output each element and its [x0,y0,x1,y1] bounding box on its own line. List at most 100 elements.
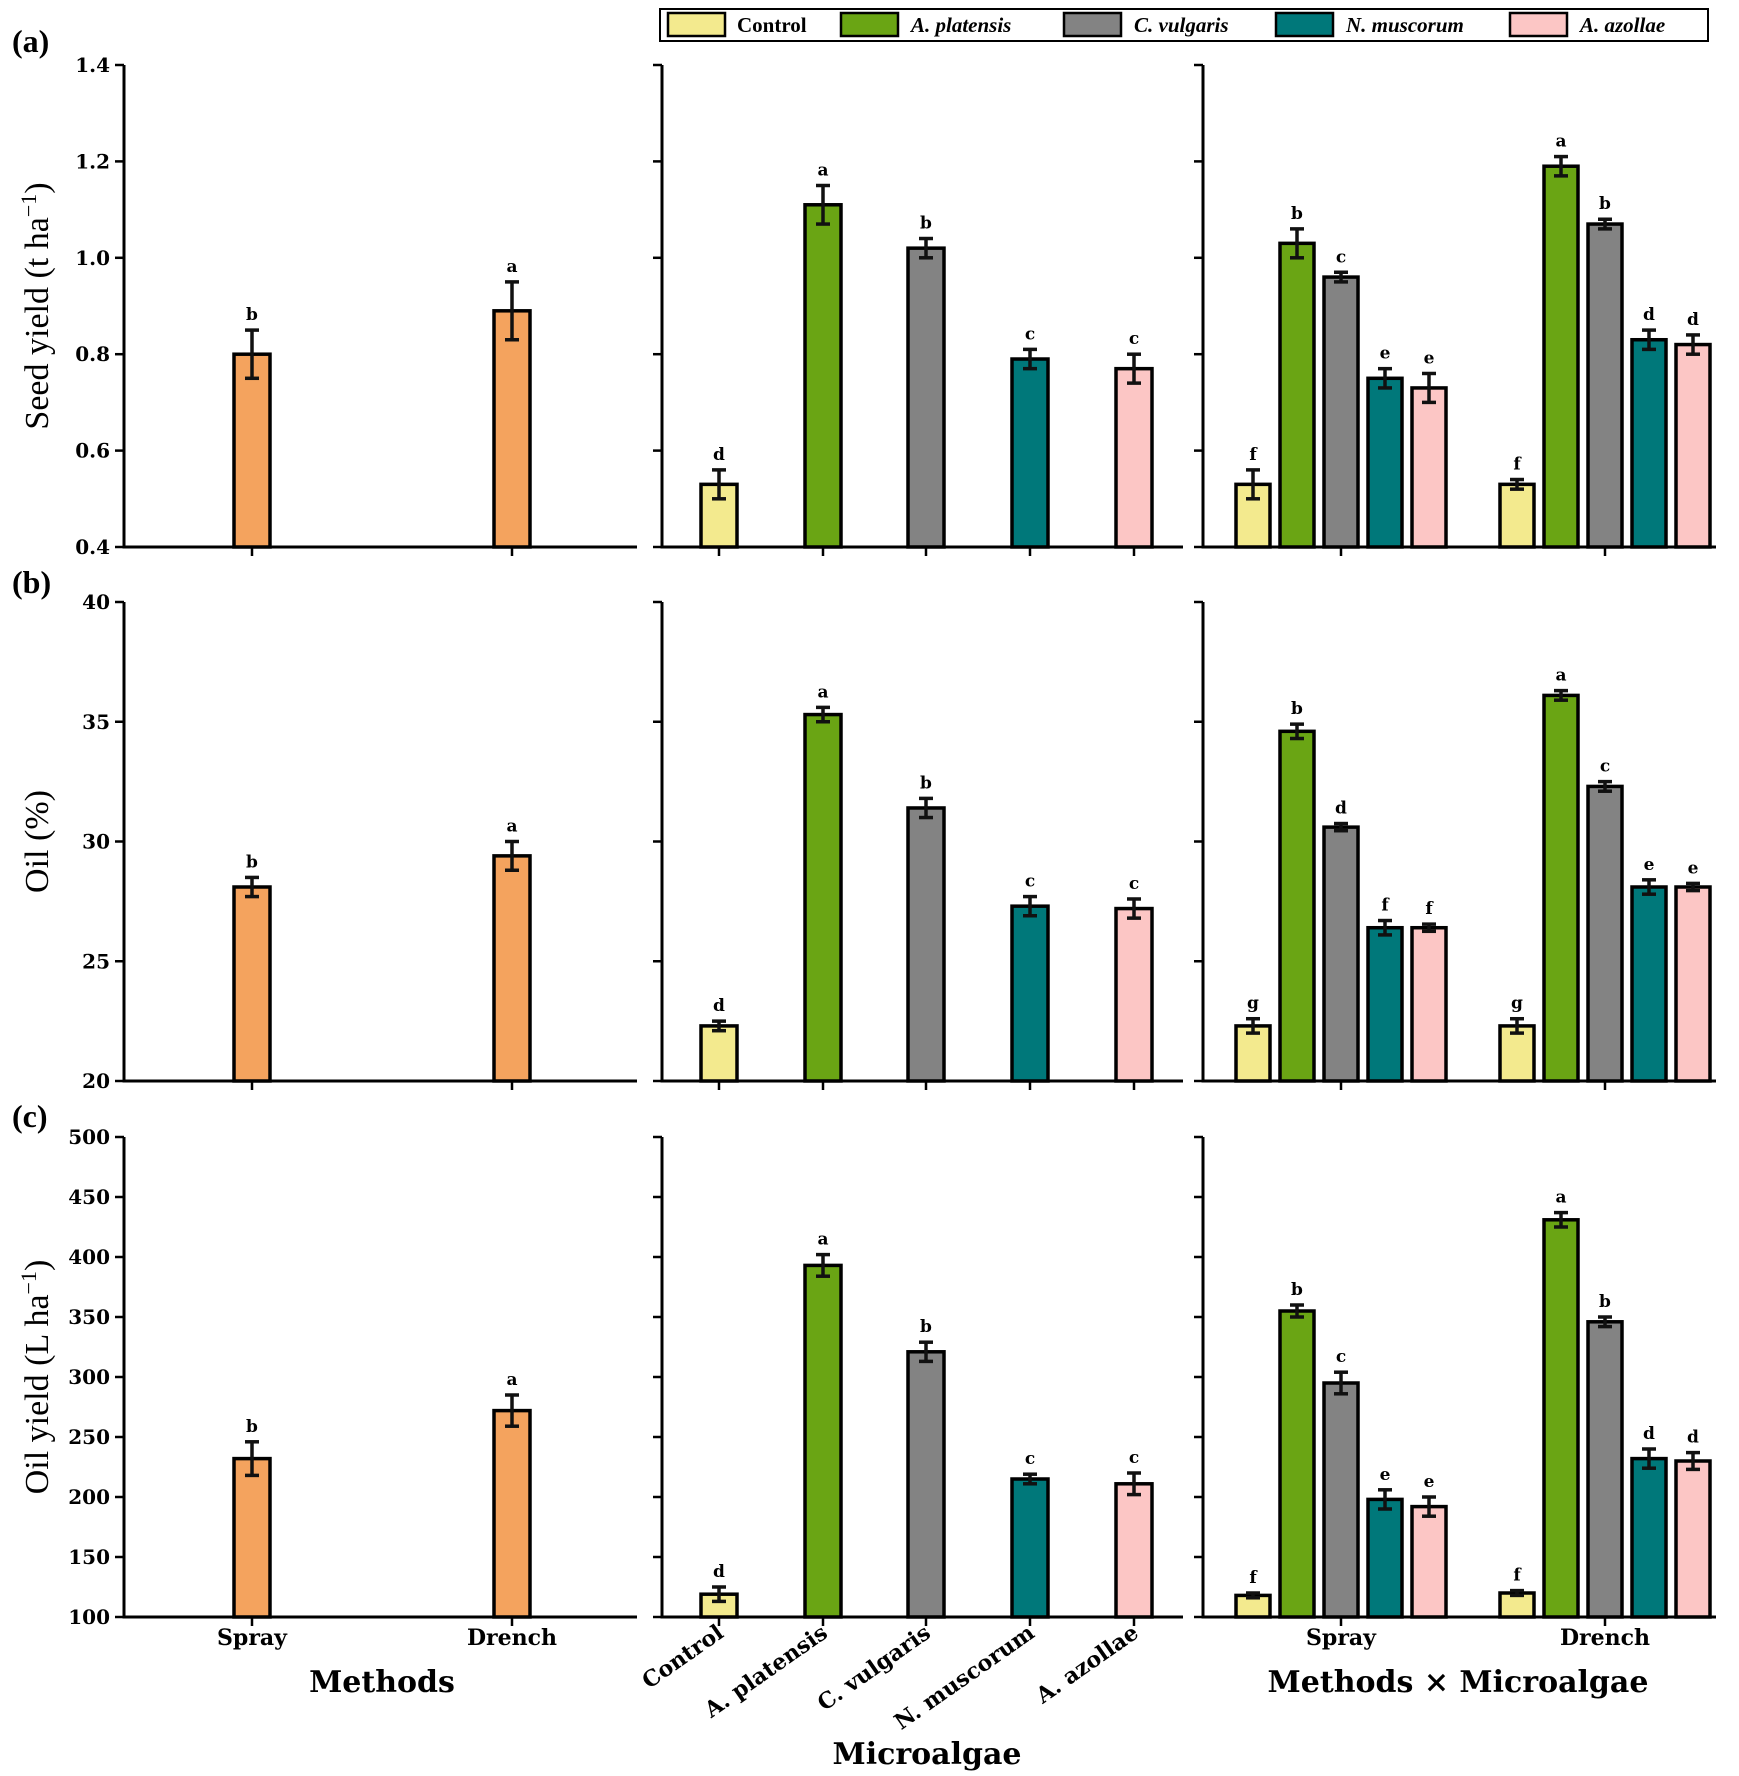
bar-spray-c-vulgaris [1322,275,1360,549]
significance-letter: d [1687,310,1699,330]
bar-spray-a-azollae [1410,386,1448,549]
panel-a: (a) Seed yield (t ha−1) 0.4 0.6 0.8 1.0 1.2 1.4… [12,23,1716,559]
legend-label-n-muscorum: N. muscorum [1345,13,1464,37]
bar-spray [232,352,272,549]
bar-a-azollae [1114,906,1154,1083]
significance-letter: b [246,852,258,872]
significance-letter: c [1600,757,1610,777]
significance-letter: a [817,161,828,181]
error-bar [1127,897,1141,920]
error-bar [1510,477,1524,491]
y-axis-label-superscript: −1 [16,1271,41,1294]
significance-letter: d [713,445,725,465]
error-bar [1686,881,1700,893]
methods-subplot: 0.4 0.6 0.8 1.0 1.2 1.4 b a [75,53,637,559]
significance-letter: d [1687,1428,1699,1448]
significance-letter: c [1129,1448,1139,1468]
error-bar [505,280,519,342]
bar-spray-c-vulgaris [1322,825,1360,1083]
bar-spray-a-azollae [1410,1504,1448,1619]
significance-letter: b [1599,194,1611,214]
significance-letter: e [1644,855,1655,875]
error-bar [1023,347,1037,371]
bar-c-vulgaris [906,1350,946,1619]
significance-letter: c [1336,1347,1346,1367]
error-bar [1422,922,1436,934]
significance-letter: c [1025,872,1035,892]
legend-swatch-control [666,11,727,38]
interaction-subplot: f b c e e f a b d d Spray Drench [1194,1135,1716,1651]
bar-c-vulgaris [906,806,946,1083]
significance-letter: f [1513,455,1522,475]
microalgae-subplot: d a b c c [653,63,1183,556]
significance-letter: e [1380,1465,1391,1485]
error-bar [1290,722,1304,741]
bar-spray-a-platensis [1278,1309,1316,1619]
significance-letter: b [1291,1280,1303,1300]
bar-n-muscorum [1010,1477,1050,1619]
legend-label-a-platensis: A. platensis [909,13,1011,37]
y-tick-label: 20 [82,1069,110,1093]
y-tick-label: 500 [68,1125,110,1149]
bar-a-azollae [1114,1482,1154,1619]
panel-tag: (c) [12,1098,48,1134]
error-bar [1510,1588,1524,1598]
significance-letter: f [1249,445,1258,465]
y-axis-label: Oil yield (L ha−1) [16,1260,56,1495]
bar-drench-c-vulgaris [1586,784,1624,1083]
bar-spray-n-muscorum [1366,376,1404,549]
significance-letter: d [1643,305,1655,325]
x-category-control: Control [637,1620,728,1695]
significance-letter: e [1688,858,1699,878]
y-tick-label: 0.6 [75,439,110,463]
x-category-a-azollae: A. azollae [1030,1620,1143,1710]
significance-letter: a [506,257,517,277]
significance-letter: b [920,214,932,234]
y-tick-label: 40 [82,590,110,614]
error-bar [1378,1488,1392,1511]
bar-drench-a-platensis [1542,164,1580,549]
error-bar [1422,1495,1436,1518]
panel-tag: (a) [12,23,49,59]
bar-n-muscorum [1010,357,1050,549]
y-axis-label-suffix: ) [19,1260,56,1271]
y-axis-label: Oil (%) [19,790,56,893]
error-bar [1686,333,1700,356]
error-bar [1127,1471,1141,1497]
error-bar [1334,821,1348,833]
error-bar [1598,1315,1612,1329]
significance-letter: d [1643,1424,1655,1444]
error-bar [919,236,933,260]
significance-letter: d [713,996,725,1016]
error-bar [1127,352,1141,385]
legend-swatch-c-vulgaris [1062,11,1123,38]
bar-drench-n-muscorum [1630,885,1668,1083]
bar-drench-control [1498,1024,1536,1083]
bar-drench-a-azollae [1674,1459,1712,1619]
bar-control [699,1024,739,1083]
bar-a-platensis [803,1263,843,1619]
bar-drench-n-muscorum [1630,1456,1668,1619]
error-bar [919,796,933,820]
significance-letter: e [1424,1472,1435,1492]
y-tick-label: 1.4 [75,53,110,77]
x-category-drench: Drench [467,1625,557,1651]
significance-letter: c [1025,1449,1035,1469]
bar-drench-c-vulgaris [1586,1320,1624,1619]
error-bar [1290,227,1304,260]
bar-spray-a-azollae [1410,925,1448,1083]
bar-drench [492,1408,532,1619]
bar-c-vulgaris [906,246,946,549]
x-category-spray: Spray [217,1625,288,1651]
bar-drench-a-azollae [1674,885,1712,1083]
error-bar [245,875,259,899]
y-tick-label: 25 [82,949,110,973]
y-tick-label: 350 [68,1305,110,1329]
y-tick-label: 150 [68,1545,110,1569]
bar-drench [492,854,532,1083]
interaction-subplot: f b c e e f a b d d [1194,63,1716,556]
legend-label-control: Control [737,13,807,37]
significance-letter: a [506,1370,517,1390]
panel-tag: (b) [12,564,51,600]
